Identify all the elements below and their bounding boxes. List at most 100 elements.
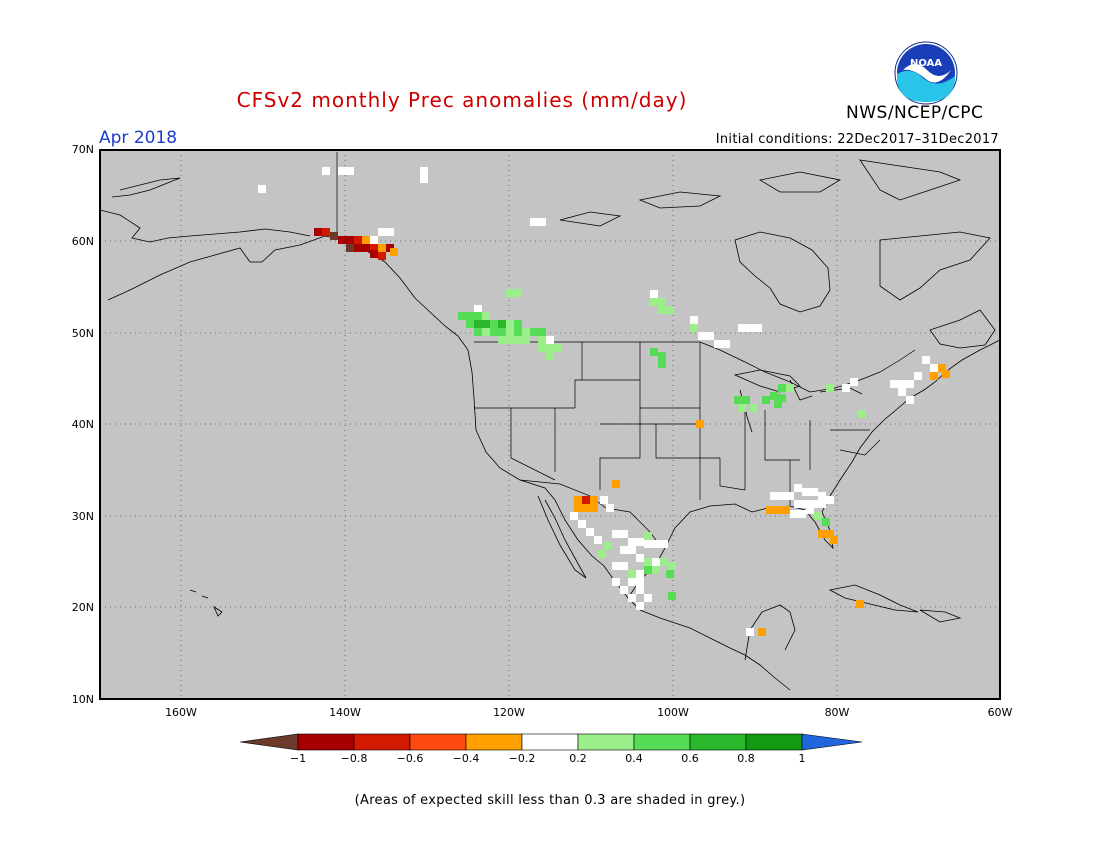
colorbar-tick-label: −0.8 bbox=[340, 752, 368, 765]
anomaly-cell bbox=[628, 538, 636, 546]
anomaly-cell bbox=[778, 492, 786, 500]
colorbar bbox=[239, 733, 863, 751]
anomaly-cell bbox=[628, 546, 636, 554]
anomaly-cell bbox=[346, 167, 354, 175]
anomaly-cell bbox=[690, 324, 698, 332]
anomaly-cell bbox=[378, 244, 386, 252]
colorbar-segment bbox=[521, 733, 579, 751]
anomaly-cell bbox=[774, 400, 782, 408]
anomaly-cell bbox=[514, 328, 522, 336]
lat-label-70n: 70N bbox=[71, 143, 94, 156]
anomaly-cell bbox=[538, 336, 546, 344]
colorbar-segment bbox=[689, 733, 747, 751]
anomaly-cell bbox=[612, 562, 620, 570]
anomaly-cell bbox=[490, 320, 498, 328]
anomaly-cell bbox=[690, 316, 698, 324]
anomaly-cell bbox=[362, 236, 370, 244]
anomaly-cell bbox=[850, 378, 858, 386]
anomaly-cell bbox=[658, 298, 666, 306]
anomaly-cell bbox=[802, 488, 810, 496]
lon-label-60w: 60W bbox=[987, 706, 1013, 719]
anomaly-cell bbox=[538, 328, 546, 336]
anomaly-cell bbox=[466, 320, 474, 328]
anomaly-cell bbox=[620, 530, 628, 538]
anomaly-cell bbox=[738, 404, 746, 412]
anomaly-cell bbox=[668, 592, 676, 600]
anomaly-cell bbox=[620, 586, 628, 594]
anomaly-cells bbox=[258, 167, 950, 636]
anomaly-cell bbox=[620, 562, 628, 570]
anomaly-cell bbox=[636, 578, 644, 586]
lat-label-10n: 10N bbox=[71, 693, 94, 706]
anomaly-cell bbox=[612, 480, 620, 488]
anomaly-cell bbox=[574, 504, 582, 512]
colorbar-tick-label: −0.6 bbox=[396, 752, 424, 765]
anomaly-cell bbox=[666, 570, 674, 578]
anomaly-cell bbox=[696, 420, 704, 428]
anomaly-cell bbox=[762, 396, 770, 404]
anomaly-cell bbox=[754, 324, 762, 332]
anomaly-cell bbox=[660, 540, 668, 548]
noaa-logo-text: NOAA bbox=[910, 58, 942, 69]
anomaly-cell bbox=[474, 320, 482, 328]
anomaly-cell bbox=[822, 518, 830, 526]
anomaly-cell bbox=[586, 528, 594, 536]
anomaly-cell bbox=[652, 540, 660, 548]
anomaly-cell bbox=[354, 236, 362, 244]
anomaly-cell bbox=[370, 244, 378, 252]
anomaly-cell bbox=[814, 512, 822, 520]
anomaly-cell bbox=[458, 312, 466, 320]
lon-label-120w: 120W bbox=[493, 706, 525, 719]
anomaly-cell bbox=[774, 506, 782, 514]
colorbar-tick-label: −0.2 bbox=[508, 752, 536, 765]
lat-label-20n: 20N bbox=[71, 601, 94, 614]
anomaly-cell bbox=[482, 312, 490, 320]
anomaly-cell bbox=[786, 384, 794, 392]
anomaly-cell bbox=[522, 336, 530, 344]
anomaly-cell bbox=[930, 372, 938, 380]
noaa-logo: NOAA bbox=[893, 40, 959, 106]
colorbar-segment bbox=[465, 733, 523, 751]
anomaly-cell bbox=[636, 602, 644, 610]
anomaly-cell bbox=[620, 546, 628, 554]
anomaly-cell bbox=[898, 380, 906, 388]
anomaly-cell bbox=[644, 566, 652, 574]
anomaly-cell bbox=[590, 496, 598, 504]
anomaly-cell bbox=[330, 232, 338, 240]
anomaly-cell bbox=[546, 352, 554, 360]
lon-label-160w: 160W bbox=[165, 706, 197, 719]
anomaly-cell bbox=[906, 396, 914, 404]
anomaly-cell bbox=[750, 404, 758, 412]
anomaly-cell bbox=[498, 328, 506, 336]
colorbar-tick-label: 0.6 bbox=[681, 752, 699, 765]
anomaly-cell bbox=[606, 504, 614, 512]
anomaly-cell bbox=[794, 484, 802, 492]
anomaly-cell bbox=[698, 332, 706, 340]
anomaly-cell bbox=[598, 550, 606, 558]
anomaly-cell bbox=[322, 167, 330, 175]
anomaly-cell bbox=[346, 244, 354, 252]
colorbar-tick-label: −0.4 bbox=[452, 752, 480, 765]
colorbar-segment bbox=[409, 733, 467, 751]
anomaly-cell bbox=[810, 500, 818, 508]
anomaly-cell bbox=[706, 332, 714, 340]
anomaly-cell bbox=[818, 530, 826, 538]
anomaly-cell bbox=[538, 344, 546, 352]
anomaly-cell bbox=[338, 236, 346, 244]
anomaly-cell bbox=[390, 248, 398, 256]
anomaly-cell bbox=[734, 396, 742, 404]
colorbar-segment bbox=[297, 733, 355, 751]
anomaly-cell bbox=[650, 290, 658, 298]
anomaly-cell bbox=[498, 336, 506, 344]
anomaly-cell bbox=[612, 578, 620, 586]
anomaly-cell bbox=[514, 289, 522, 297]
anomaly-cell bbox=[506, 289, 514, 297]
lon-label-80w: 80W bbox=[824, 706, 850, 719]
anomaly-cell bbox=[570, 512, 578, 520]
anomaly-cell bbox=[636, 538, 644, 546]
anomaly-cell bbox=[506, 328, 514, 336]
anomaly-cell bbox=[668, 562, 676, 570]
anomaly-cell bbox=[830, 536, 838, 544]
lon-label-100w: 100W bbox=[657, 706, 689, 719]
